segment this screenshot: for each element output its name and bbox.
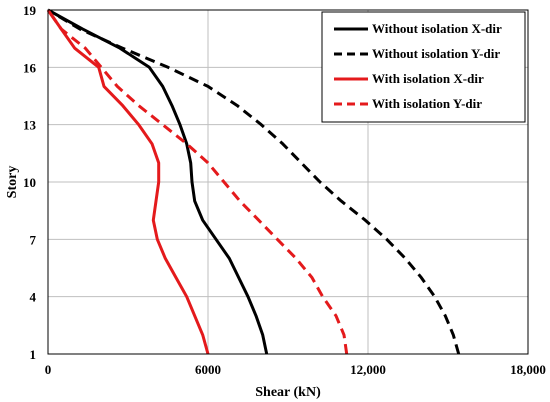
y-tick-label: 7 xyxy=(30,232,37,247)
x-tick-label: 18,000 xyxy=(510,362,546,377)
x-tick-label: 6000 xyxy=(195,362,221,377)
y-tick-label: 13 xyxy=(23,118,37,133)
series-line-without-isolation-x-dir xyxy=(47,8,269,355)
y-tick-label: 19 xyxy=(23,3,37,18)
series-line-with-isolation-x-dir xyxy=(46,9,210,355)
series-line-with-isolation-y-dir xyxy=(46,9,349,355)
y-tick-label: 10 xyxy=(23,175,36,190)
y-axis-title: Story xyxy=(5,166,20,199)
x-axis-title: Shear (kN) xyxy=(255,385,321,400)
series-line-without-isolation-y-dir xyxy=(47,8,461,355)
x-tick-label: 12,000 xyxy=(350,362,386,377)
legend-label: With isolation X-dir xyxy=(372,71,484,86)
legend-label: Without isolation X-dir xyxy=(372,21,502,36)
legend-label: With isolation Y-dir xyxy=(372,96,482,111)
y-tick-label: 16 xyxy=(23,60,37,75)
y-tick-label: 1 xyxy=(30,347,37,362)
legend: Without isolation X-dir Without isolation… xyxy=(321,11,526,123)
legend-label: Without isolation Y-dir xyxy=(372,46,500,61)
x-tick-label: 0 xyxy=(45,362,52,377)
plot-frame xyxy=(47,9,529,355)
series-layer xyxy=(46,8,461,355)
y-tick-label: 4 xyxy=(30,290,37,305)
tick-labels: 0 6000 12,000 18,000 1 4 7 10 13 16 19 xyxy=(23,3,546,377)
